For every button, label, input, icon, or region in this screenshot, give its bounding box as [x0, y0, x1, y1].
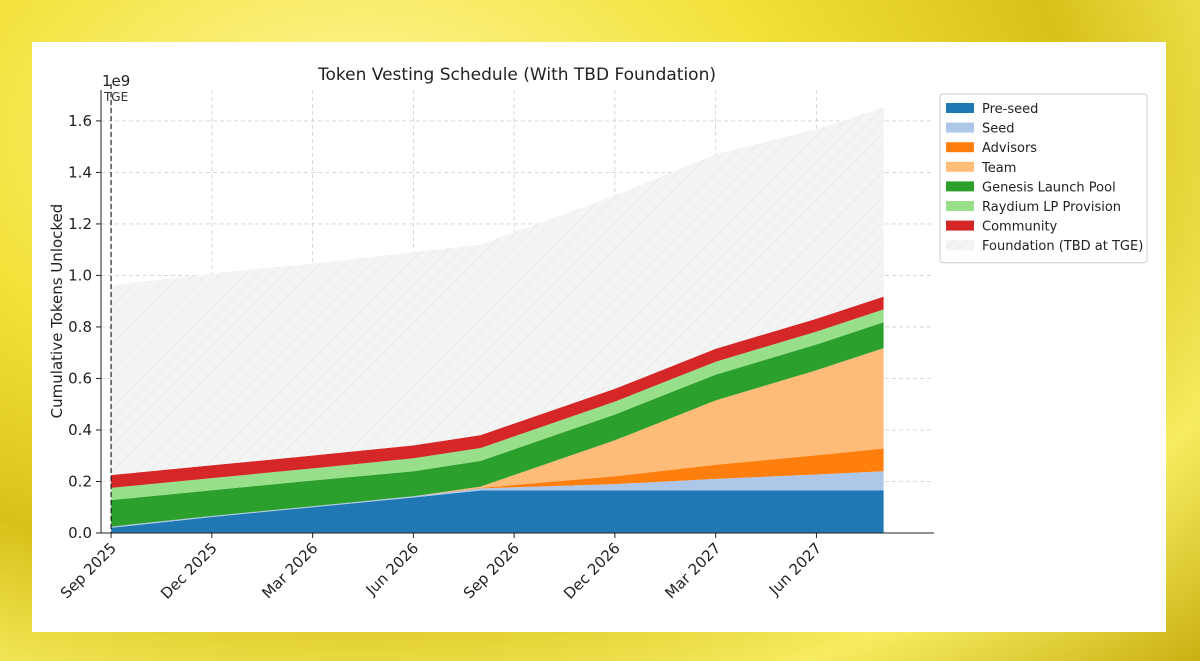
x-tick-label: Jun 2026	[362, 539, 422, 599]
y-tick-label: 0.6	[68, 369, 92, 387]
legend-label-team: Team	[981, 161, 1016, 176]
stacked-areas	[111, 107, 884, 533]
legend-swatch-seed	[946, 122, 974, 133]
y-tick-label: 0.4	[68, 421, 92, 439]
y-multiplier-label: 1e9	[102, 72, 130, 90]
tge-annotation: TGE	[103, 90, 128, 104]
x-tick-label: Mar 2027	[661, 539, 724, 602]
y-axis-label: Cumulative Tokens Unlocked	[48, 204, 66, 419]
area-foundation-tbd-at-tge	[111, 107, 884, 476]
x-tick-label: Mar 2026	[258, 539, 321, 602]
legend-swatch-advisors	[946, 142, 974, 153]
legend-swatch-foundation-tbd-at-tge	[946, 240, 974, 251]
area-community	[111, 296, 884, 488]
legend-box	[939, 93, 1148, 264]
y-tick-label: 1.6	[68, 112, 92, 130]
x-tick-label: Dec 2026	[560, 539, 624, 603]
area-pre-seed	[111, 490, 884, 533]
y-tick-label: 0.8	[68, 318, 92, 336]
area-team	[111, 348, 884, 527]
y-tick-label: 0.0	[68, 524, 92, 542]
y-tick-label: 1.4	[68, 163, 92, 181]
chart-title: Token Vesting Schedule (With TBD Foundat…	[317, 65, 716, 85]
legend-label-advisors: Advisors	[982, 141, 1037, 156]
legend-label-pre-seed: Pre-seed	[982, 102, 1038, 117]
x-tick-label: Jun 2027	[765, 539, 825, 599]
x-tick-label: Sep 2025	[57, 539, 120, 602]
area-genesis-launch-pool	[111, 322, 884, 527]
y-tick-label: 0.2	[68, 472, 92, 490]
area-raydium-lp-provision	[111, 309, 884, 500]
y-tick-label: 1.0	[68, 266, 92, 284]
chart-panel: TGE 0.0 0.2 0.4 0.6 0.8 1.0 1.2 1.4 1.6 Sep 2025 De…	[32, 42, 1166, 632]
legend-label-community: Community	[982, 220, 1058, 235]
vesting-chart: TGE 0.0 0.2 0.4 0.6 0.8 1.0 1.2 1.4 1.6 Sep 2025 De…	[48, 65, 1148, 603]
legend-swatch-team	[946, 161, 974, 172]
legend-label-raydium-lp-provision: Raydium LP Provision	[982, 200, 1121, 215]
area-seed	[111, 471, 884, 528]
legend-label-seed: Seed	[982, 122, 1015, 137]
legend-label-foundation-tbd-at-tge: Foundation (TBD at TGE)	[982, 239, 1143, 254]
legend-swatch-raydium-lp-provision	[946, 201, 974, 211]
x-tick-label: Sep 2026	[460, 539, 523, 602]
legend-swatch-pre-seed	[946, 103, 974, 113]
y-tick-label: 1.2	[68, 215, 92, 233]
legend: Pre-seed Seed Advisors Team Genesis Launch P…	[939, 93, 1148, 264]
area-advisors	[111, 448, 884, 527]
x-tick-label: Dec 2025	[157, 539, 221, 603]
legend-swatch-genesis-launch-pool	[946, 181, 974, 192]
legend-swatch-community	[946, 220, 974, 231]
legend-label-genesis-launch-pool: Genesis Launch Pool	[982, 180, 1116, 195]
